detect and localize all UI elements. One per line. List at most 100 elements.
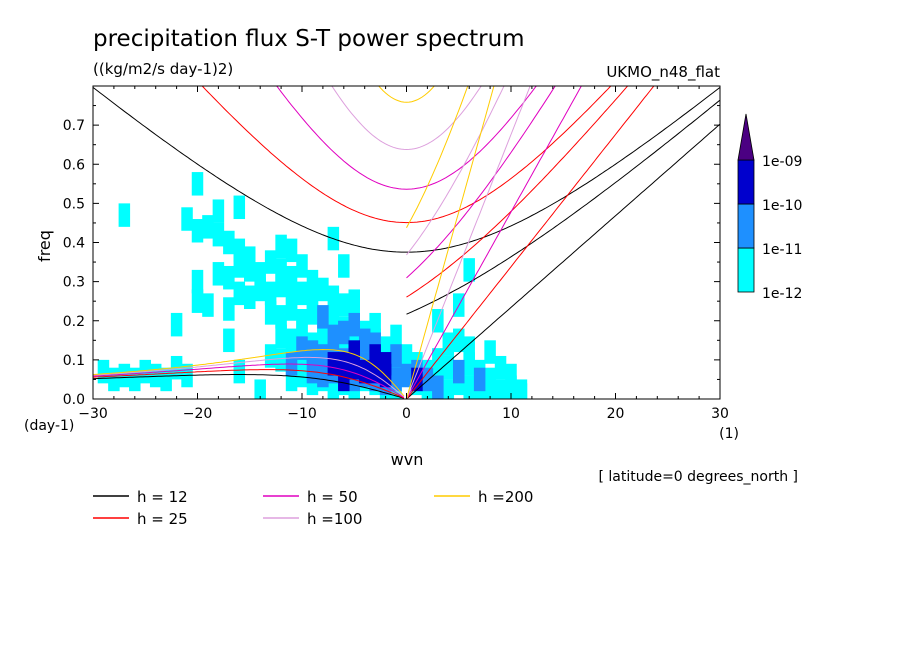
y-axis-label: freq xyxy=(35,230,54,262)
axis-ticks: −30 −20 −10 0 10 20 30 0.0 0.1 0.2 0.3 0.4 0.5 0.6 0.7 xyxy=(63,85,729,422)
contour-cell-1e-11 xyxy=(296,336,308,360)
contour-cell-1e-10 xyxy=(369,344,381,368)
contour-cell-1e-11 xyxy=(317,363,329,388)
contour-cell-1e-12 xyxy=(275,348,287,372)
legend-label: h = 25 xyxy=(137,510,188,528)
contour-cell-1e-12 xyxy=(327,305,340,329)
contour-cell-1e-11 xyxy=(338,320,350,345)
contour-cell-1e-11 xyxy=(400,363,413,388)
contour-cell-1e-12 xyxy=(463,258,475,282)
curve-ig-h25 xyxy=(201,86,612,224)
contour-cell-1e-12 xyxy=(181,207,193,231)
contour-cell-1e-12 xyxy=(233,359,246,384)
contour-cell-1e-12 xyxy=(233,254,246,278)
x-tick-label: −10 xyxy=(287,406,317,422)
contour-cell-1e-12 xyxy=(244,285,256,310)
y-tick-label: 0.5 xyxy=(63,196,85,212)
contour-cell-1e-11 xyxy=(327,324,340,349)
legend-label: h =200 xyxy=(478,488,533,506)
curve-kelvin-h100 xyxy=(406,86,531,399)
contour-cell-1e-10 xyxy=(338,352,350,376)
contour-cell-1e-12 xyxy=(348,289,360,313)
y-tick-label: 0.6 xyxy=(63,157,85,173)
curve-rossby-h25 xyxy=(93,369,405,399)
contour-cell-1e-12 xyxy=(306,269,319,294)
contour-cell-1e-10 xyxy=(327,352,340,376)
contour-cell-1e-12 xyxy=(275,324,287,349)
contour-cell-1e-12 xyxy=(202,215,214,239)
contour-cell-1e-12 xyxy=(191,219,204,243)
curve-kelvin-h50 xyxy=(406,86,582,399)
contour-cell-1e-12 xyxy=(338,254,350,278)
colorbar-label: 1e-10 xyxy=(762,198,802,214)
curve-ig-h200 xyxy=(378,86,435,103)
contour-cell-1e-12 xyxy=(296,363,308,388)
contour-cell-1e-12 xyxy=(275,258,287,282)
curve-mrg-h25 xyxy=(406,86,629,298)
contour-cell-1e-12 xyxy=(233,195,246,220)
y-tick-label: 0.7 xyxy=(63,118,85,134)
contour-cell-1e-12 xyxy=(191,172,204,196)
x-tick-label: 10 xyxy=(502,406,520,422)
contour-cell-1e-12 xyxy=(296,254,308,278)
contour-cell-1e-11 xyxy=(369,332,381,356)
contour-cell-1e-12 xyxy=(264,250,277,274)
contour-cell-1e-12 xyxy=(296,281,308,306)
contour-cell-1e-10 xyxy=(348,355,360,380)
x-tick-label: 20 xyxy=(607,406,625,422)
colorbar-label: 1e-12 xyxy=(762,286,802,302)
contour-cell-1e-12 xyxy=(275,273,287,298)
contour-cell-1e-11 xyxy=(432,375,444,399)
contour-cell-1e-12 xyxy=(379,336,392,360)
model-label: UKMO_n48_flat xyxy=(606,63,720,82)
x-tick-label: 0 xyxy=(402,406,411,422)
curve-ig-h50 xyxy=(276,86,537,190)
contour-cell-1e-12 xyxy=(463,336,475,360)
y-tick-label: 0.1 xyxy=(63,353,85,369)
contour-cell-1e-12 xyxy=(505,375,517,399)
contour-cell-1e-12 xyxy=(317,328,329,353)
curve-kelvin-h25 xyxy=(406,86,655,399)
latitude-note: [ latitude=0 degrees_north ] xyxy=(598,469,798,485)
contour-cell-1e-12 xyxy=(170,312,183,337)
colorbar-segment xyxy=(737,203,755,249)
legend-label: h =100 xyxy=(307,510,362,528)
contour-cell-1e-11 xyxy=(390,367,402,392)
contour-cell-1e-12 xyxy=(338,293,350,317)
contour-cell-1e-12 xyxy=(191,289,204,313)
contour-cell-1e-12 xyxy=(223,328,235,353)
contour-cell-1e-11 xyxy=(306,340,319,364)
y-tick-label: 0.2 xyxy=(63,314,85,330)
contour-cell-1e-12 xyxy=(453,328,465,353)
contour-cell-1e-12 xyxy=(494,379,507,399)
chart-units: ((kg/m2/s day-1)2) xyxy=(93,60,233,78)
contour-cell-1e-10 xyxy=(358,359,371,384)
chart-title: precipitation flux S-T power spectrum xyxy=(93,26,525,52)
contour-cell-1e-12 xyxy=(296,352,308,376)
contour-cell-1e-12 xyxy=(484,340,496,364)
curve-mrg-h100 xyxy=(406,86,505,256)
x-axis-label: wvn xyxy=(391,450,424,469)
contour-cell-1e-11 xyxy=(421,367,434,392)
curve-ig-h100 xyxy=(331,86,482,151)
contour-cell-1e-12 xyxy=(296,320,308,345)
contour-cell-1e-12 xyxy=(494,355,507,380)
contour-cell-1e-12 xyxy=(400,344,413,368)
contour-cell-1e-12 xyxy=(254,262,266,286)
contour-cell-1e-10 xyxy=(369,359,381,384)
y-tick-label: 0.4 xyxy=(63,236,85,252)
curve-ig-h12 xyxy=(93,87,720,253)
contour-cell-1e-12 xyxy=(191,269,204,294)
colorbar-arrow xyxy=(737,113,755,161)
y-tick-label: 0.0 xyxy=(63,392,85,408)
x-tick-label: −30 xyxy=(78,406,108,422)
contour-cell-1e-11 xyxy=(358,328,371,353)
contour-cell-1e-12 xyxy=(244,258,256,282)
curve-kelvin-h200 xyxy=(406,86,495,399)
legend-label: h = 12 xyxy=(137,488,188,506)
curve-rossby-h50 xyxy=(93,363,405,398)
contour-cell-1e-12 xyxy=(264,281,277,306)
contour-cell-1e-12 xyxy=(223,297,235,321)
contour-cell-1e-12 xyxy=(254,277,266,302)
